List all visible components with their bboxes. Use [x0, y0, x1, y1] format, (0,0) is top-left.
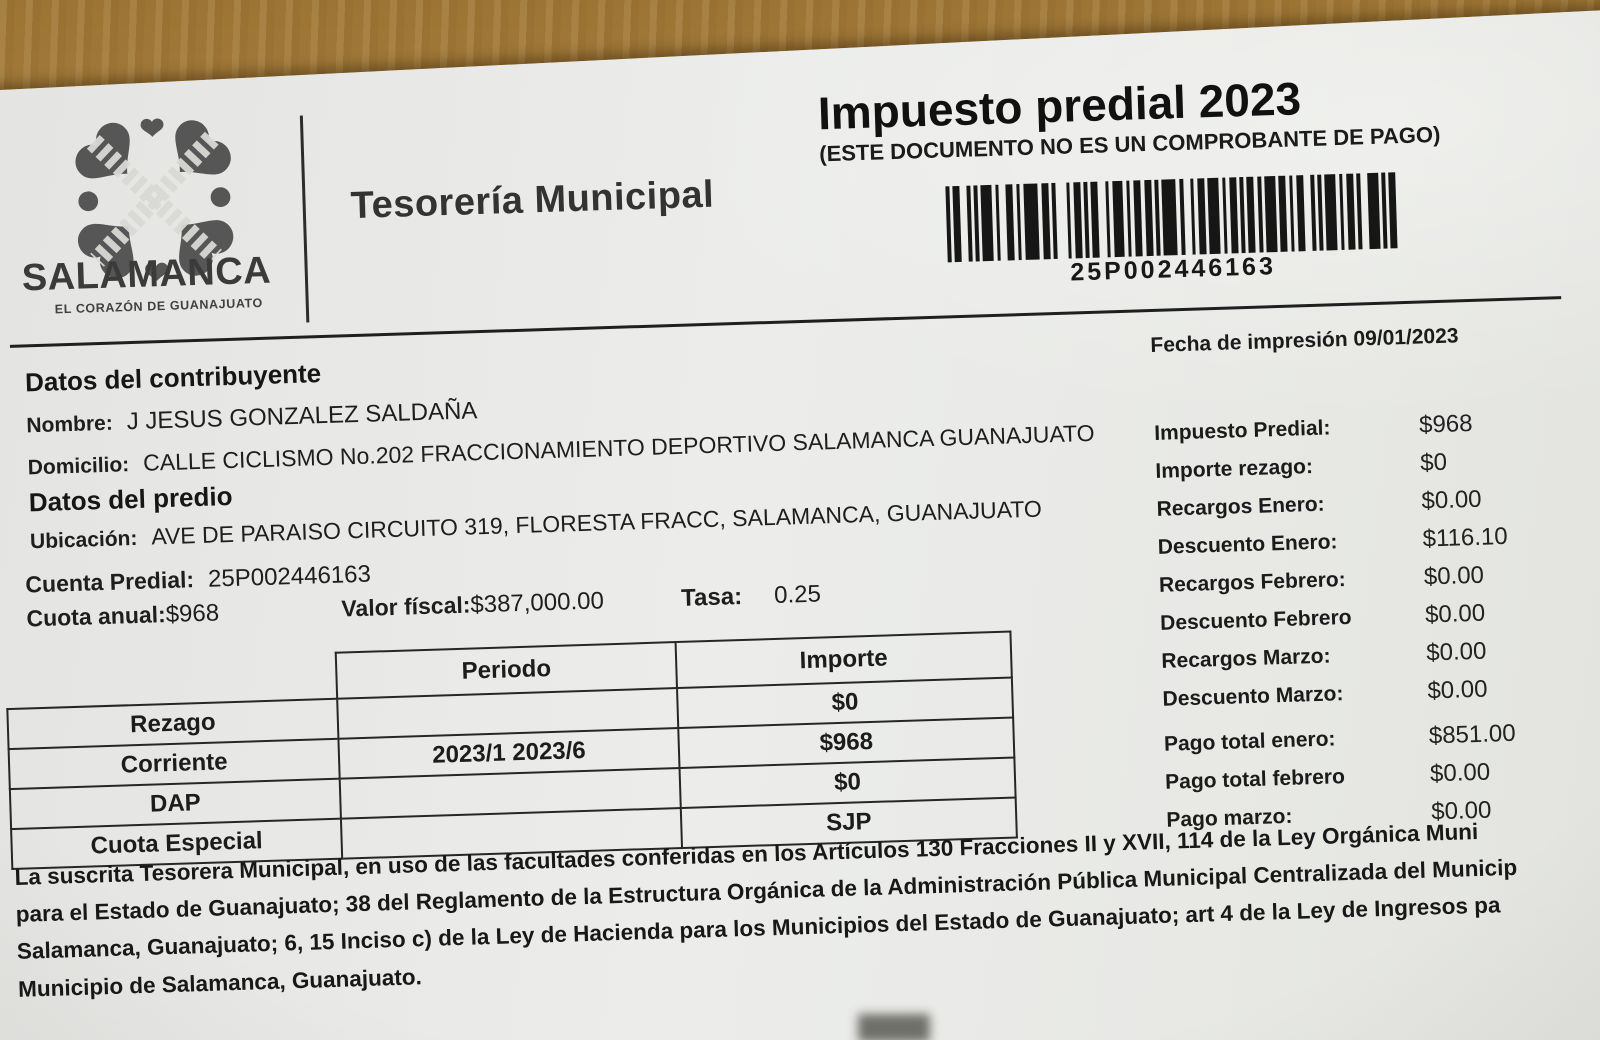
section-title-property: Datos del predio [28, 480, 233, 518]
logo-divider-line [299, 115, 310, 323]
name-label: Nombre: [26, 411, 114, 438]
summary-label: Descuento Febrero [1159, 605, 1352, 635]
print-date: Fecha de impresión 09/01/2023 [1150, 324, 1459, 358]
annual-fee-value: $968 [165, 599, 220, 629]
annual-fee: Cuota anual:$968 [26, 599, 219, 633]
logo-tagline: EL CORAZÓN DE GUANAJUATO [54, 295, 264, 317]
rate-label: Tasa: [680, 582, 743, 612]
property-account-row: Cuenta Predial: 25P002446163 [25, 561, 371, 600]
rate-value: 0.25 [773, 580, 822, 609]
fiscal-value: Valor físcal:$387,000.00 [341, 587, 604, 623]
section-title-taxpayer: Datos del contribuyente [24, 358, 322, 398]
summary-value: $116.10 [1422, 522, 1509, 553]
summary-label: Recargos Enero: [1156, 492, 1325, 521]
taxpayer-name: J JESUS GONZALEZ SALDAÑA [126, 397, 478, 436]
summary-value: $0.00 [1427, 675, 1488, 705]
fiscal-value-label: Valor físcal: [340, 591, 471, 622]
department-name: Tesorería Municipal [350, 173, 715, 228]
summary-value: $851.00 [1428, 719, 1517, 750]
annual-fee-label: Cuota anual: [26, 601, 167, 632]
summary-value: $0.00 [1421, 485, 1482, 515]
salamanca-emblem-icon [72, 113, 237, 286]
account-label: Cuenta Predial: [25, 566, 195, 598]
summary-label: Recargos Febrero: [1158, 568, 1347, 597]
summary-label: Recargos Marzo: [1161, 644, 1331, 673]
property-account: 25P002446163 [207, 560, 372, 593]
address-label: Domicilio: [27, 453, 130, 480]
summary-value: $0.00 [1429, 758, 1491, 788]
barcode [945, 172, 1398, 263]
summary-label: Pago total enero: [1163, 727, 1336, 756]
summary-value: $968 [1418, 409, 1473, 439]
summary-value: $0.00 [1423, 561, 1485, 591]
fiscal-value-value: $387,000.00 [469, 587, 605, 619]
summary-label: Importe rezago: [1155, 454, 1314, 483]
property-location: AVE DE PARAISO CIRCUITO 319, FLORESTA FR… [150, 495, 1043, 550]
summary-label: Descuento Marzo: [1162, 682, 1344, 711]
location-label: Ubicación: [29, 526, 138, 554]
logo-city-name: SALAMANCA [21, 249, 272, 300]
summary-label: Pago total febrero [1164, 765, 1346, 794]
summary-value: $0.00 [1424, 599, 1486, 629]
amounts-summary: Impuesto Predial: $968 Importe rezago: $0 … [1154, 404, 1600, 843]
taxpayer-name-row: Nombre: J JESUS GONZALEZ SALDAÑA [26, 397, 478, 439]
summary-label: Impuesto Predial: [1153, 416, 1331, 445]
summary-label: Descuento Enero: [1157, 530, 1338, 559]
summary-value: $0 [1419, 448, 1448, 477]
summary-value: $0.00 [1425, 637, 1487, 667]
bottom-edge-smudge [858, 1014, 930, 1040]
